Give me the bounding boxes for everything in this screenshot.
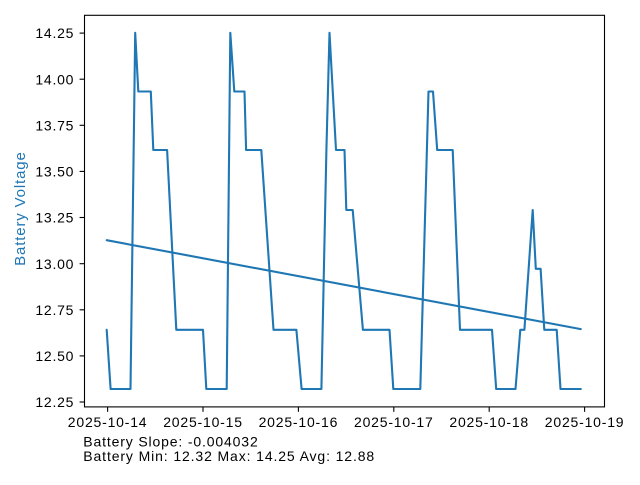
svg-text:2025-10-17: 2025-10-17 [354, 414, 434, 430]
svg-text:Battery Voltage: Battery Voltage [12, 151, 29, 265]
svg-text:14.00: 14.00 [35, 71, 74, 87]
svg-text:2025-10-14: 2025-10-14 [68, 414, 148, 430]
svg-text:2025-10-15: 2025-10-15 [163, 414, 243, 430]
svg-text:12.25: 12.25 [35, 394, 74, 410]
svg-text:2025-10-18: 2025-10-18 [449, 414, 529, 430]
svg-text:12.75: 12.75 [35, 302, 74, 318]
svg-text:12.50: 12.50 [35, 348, 74, 364]
svg-text:13.00: 13.00 [35, 256, 74, 272]
svg-text:Battery Min: 12.32 Max: 14.25: Battery Min: 12.32 Max: 14.25 Avg: 12.88 [83, 448, 375, 464]
svg-text:2025-10-19: 2025-10-19 [545, 414, 625, 430]
svg-text:13.75: 13.75 [35, 117, 74, 133]
svg-text:13.25: 13.25 [35, 210, 74, 226]
svg-text:13.50: 13.50 [35, 164, 74, 180]
svg-text:14.25: 14.25 [35, 25, 74, 41]
svg-text:2025-10-16: 2025-10-16 [259, 414, 339, 430]
svg-text:Battery Slope: -0.004032: Battery Slope: -0.004032 [83, 433, 258, 449]
